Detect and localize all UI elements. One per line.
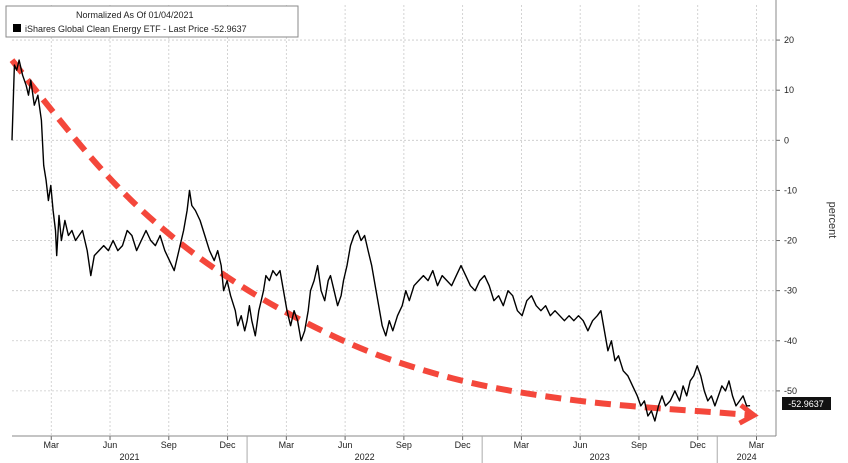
y-tick-label: -10 xyxy=(784,185,797,195)
year-label: 2024 xyxy=(737,452,757,462)
legend-swatch xyxy=(13,24,21,32)
x-tick-label: Mar xyxy=(44,440,60,450)
year-label: 2023 xyxy=(590,452,610,462)
trend-arrow-head xyxy=(738,403,759,426)
last-value-box xyxy=(782,397,831,410)
grid xyxy=(12,5,776,436)
series-layer xyxy=(11,59,751,422)
x-tick-label: Dec xyxy=(455,440,472,450)
x-tick-label: Jun xyxy=(338,440,353,450)
x-tick-label: Dec xyxy=(220,440,237,450)
trend-arrow-line xyxy=(9,58,751,418)
y-tick-label: 20 xyxy=(784,35,794,45)
x-tick-label: Jun xyxy=(573,440,588,450)
legend-entry: iShares Global Clean Energy ETF - Last P… xyxy=(25,24,247,34)
x-axis: Mar Jun Sep Dec Mar Jun Sep Dec Mar Jun Sep Dec Mar 2… xyxy=(12,435,776,463)
trend-arrow-layer xyxy=(9,58,759,426)
y-tick-label: -20 xyxy=(784,236,797,246)
x-tick-label: Mar xyxy=(514,440,530,450)
x-tick-label: Dec xyxy=(690,440,707,450)
year-label: 2022 xyxy=(355,452,375,462)
x-tick-label: Mar xyxy=(279,440,295,450)
y-tick-label: 10 xyxy=(784,85,794,95)
legend-header: Normalized As Of 01/04/2021 xyxy=(76,10,194,20)
y-tick-label: -50 xyxy=(784,386,797,396)
y-axis-label: percent xyxy=(826,202,838,239)
x-tick-label: Sep xyxy=(631,440,647,450)
x-tick-label: Jun xyxy=(103,440,118,450)
legend: Normalized As Of 01/04/2021 iShares Glob… xyxy=(5,5,299,38)
x-tick-label: Sep xyxy=(396,440,412,450)
x-tick-label: Mar xyxy=(749,440,765,450)
y-tick-label: 0 xyxy=(784,135,789,145)
last-value-label: -52.9637 xyxy=(788,399,824,409)
legend-box xyxy=(5,5,299,38)
series-line-clean-energy-etf xyxy=(11,59,751,422)
y-axis: 20 10 0 -10 -20 -30 -40 -50 xyxy=(775,0,797,436)
year-label: 2021 xyxy=(120,452,140,462)
x-tick-label: Sep xyxy=(161,440,177,450)
y-tick-label: -30 xyxy=(784,286,797,296)
last-value-badge: -52.9637 xyxy=(782,397,831,410)
y-tick-label: -40 xyxy=(784,336,797,346)
